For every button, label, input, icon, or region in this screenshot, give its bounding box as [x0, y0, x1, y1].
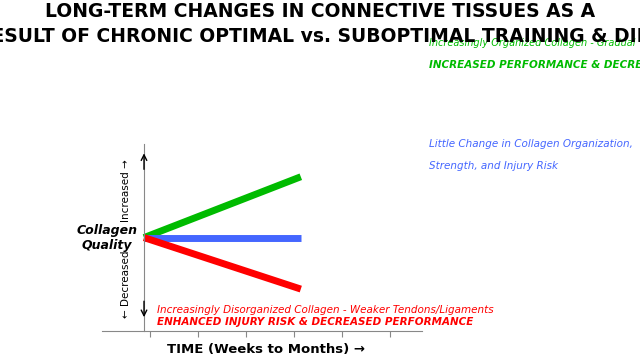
Text: Strength, and Injury Risk: Strength, and Injury Risk — [429, 161, 558, 171]
Text: TIME (Weeks to Months) →: TIME (Weeks to Months) → — [166, 343, 365, 356]
Text: INCREASED PERFORMANCE & DECREASED INJURY RISK: INCREASED PERFORMANCE & DECREASED INJURY… — [429, 60, 640, 70]
Text: LONG-TERM CHANGES IN CONNECTIVE TISSUES AS A: LONG-TERM CHANGES IN CONNECTIVE TISSUES … — [45, 2, 595, 21]
Text: RESULT OF CHRONIC OPTIMAL vs. SUBOPTIMAL TRAINING & DIET: RESULT OF CHRONIC OPTIMAL vs. SUBOPTIMAL… — [0, 27, 640, 46]
Text: Increasingly Disorganized Collagen - Weaker Tendons/Ligaments: Increasingly Disorganized Collagen - Wea… — [157, 305, 493, 315]
Text: Increasingly Organized Collagen - Gradual Tendon/Ligament Hypertrophy & ↑ Streng: Increasingly Organized Collagen - Gradua… — [429, 38, 640, 48]
Text: Collagen
Quality: Collagen Quality — [77, 224, 138, 252]
Text: Little Change in Collagen Organization,: Little Change in Collagen Organization, — [429, 139, 633, 149]
Text: ENHANCED INJURY RISK & DECREASED PERFORMANCE: ENHANCED INJURY RISK & DECREASED PERFORM… — [157, 317, 473, 327]
Text: ← Decreased: ← Decreased — [122, 251, 131, 318]
Text: Increased →: Increased → — [122, 159, 131, 222]
